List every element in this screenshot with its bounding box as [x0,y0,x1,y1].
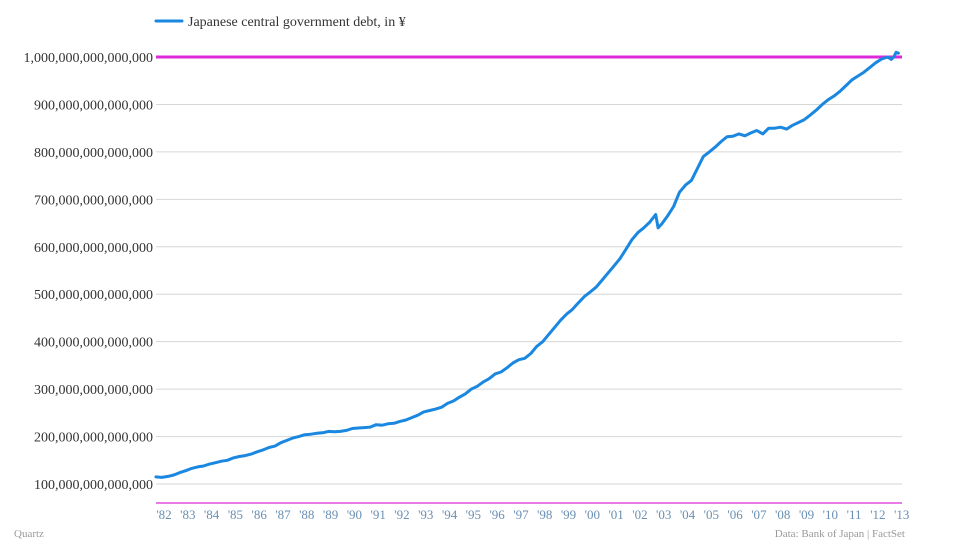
x-tick-label: '88 [299,507,314,522]
gridlines [156,56,902,485]
y-tick-label: 100,000,000,000,000 [34,478,153,493]
x-tick-label: '12 [870,507,885,522]
x-tick-label: '91 [370,507,385,522]
x-tick-label: '82 [156,507,171,522]
footer-source: Data: Bank of Japan | FactSet [775,528,905,540]
x-tick-label: '89 [323,507,338,522]
y-tick-label: 800,000,000,000,000 [34,146,153,161]
y-tick-label: 200,000,000,000,000 [34,431,153,446]
x-tick-label: '86 [252,507,268,522]
y-tick-label: 500,000,000,000,000 [34,288,153,303]
x-tick-label: '00 [585,507,600,522]
x-tick-label: '10 [823,507,838,522]
y-tick-label: 1,000,000,000,000,000 [24,51,154,66]
series-line [154,50,900,479]
x-tick-label: '85 [228,507,243,522]
x-tick-label: '87 [275,507,291,522]
y-tick-label: 900,000,000,000,000 [34,98,153,113]
x-tick-label: '96 [489,507,505,522]
x-tick-label: '93 [418,507,433,522]
x-tick-label: '09 [799,507,814,522]
x-tick-label: '84 [204,507,220,522]
x-axis-ticks: '82 '83 '84 '85 '86 '87 '88 '89 '90 '91 '92 '93 '94 '… [156,507,909,522]
reference-lines [156,55,902,504]
y-tick-label: 700,000,000,000,000 [34,193,153,208]
y-axis-ticks: 100,000,000,000,000 200,000,000,000,000 30… [24,51,154,493]
x-tick-label: '98 [537,507,552,522]
x-tick-label: '94 [442,507,458,522]
x-tick-label: '99 [561,507,576,522]
legend-label: Japanese central government debt, in ¥ [188,15,406,30]
y-tick-label: 600,000,000,000,000 [34,241,153,256]
x-tick-label: '08 [775,507,790,522]
x-tick-label: '05 [704,507,719,522]
x-tick-label: '83 [180,507,195,522]
x-tick-label: '11 [847,507,862,522]
x-tick-label: '97 [513,507,529,522]
x-tick-label: '07 [751,507,767,522]
x-tick-label: '01 [608,507,623,522]
x-tick-label: '04 [680,507,696,522]
x-tick-label: '13 [894,507,909,522]
series-group [154,50,900,479]
footer-brand: Quartz [14,528,44,540]
legend: Japanese central government debt, in ¥ [154,15,406,30]
y-tick-label: 400,000,000,000,000 [34,336,153,351]
x-tick-label: '92 [394,507,409,522]
x-tick-label: '03 [656,507,671,522]
x-tick-label: '95 [466,507,481,522]
y-tick-label: 300,000,000,000,000 [34,383,153,398]
x-tick-label: '90 [347,507,362,522]
x-tick-label: '06 [727,507,743,522]
x-tick-label: '02 [632,507,647,522]
